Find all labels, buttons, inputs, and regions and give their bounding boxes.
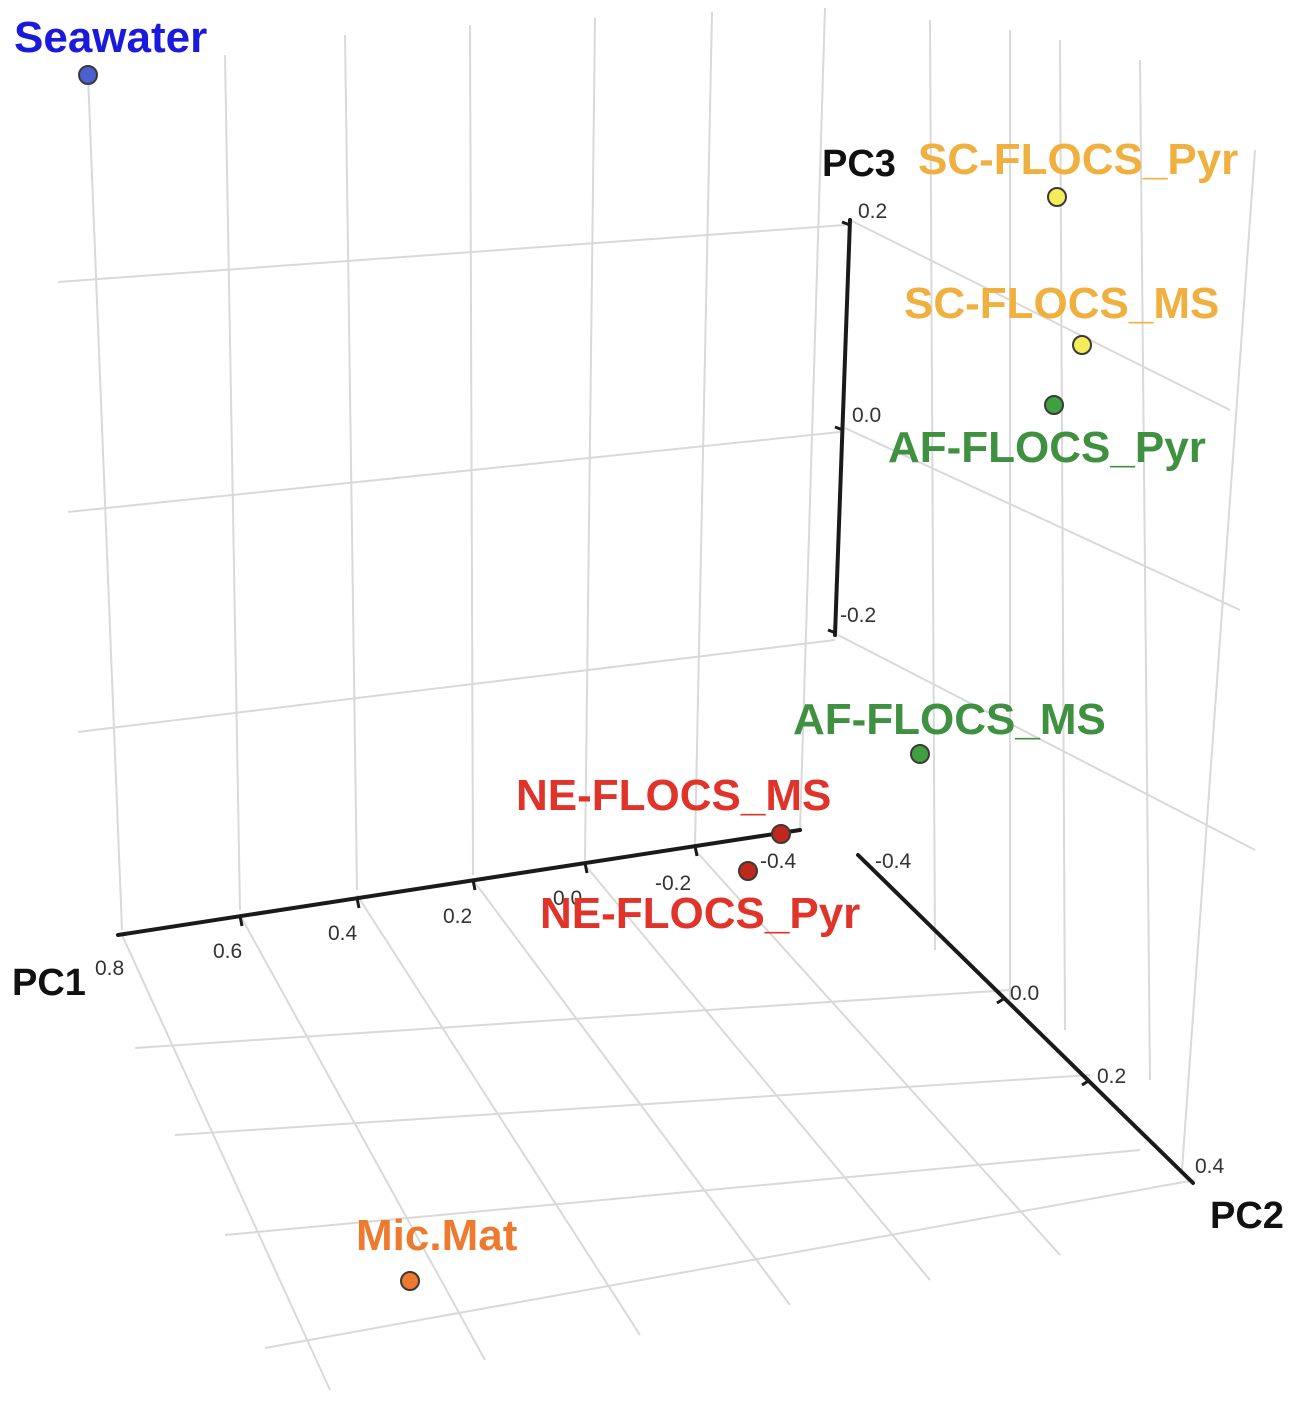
point-af-flocs-pyr	[1044, 395, 1064, 415]
point-sc-flocs-pyr	[1047, 187, 1067, 207]
point-mic-mat	[400, 1271, 420, 1291]
label-sc-flocs-pyr: SC-FLOCS_Pyr	[918, 135, 1238, 184]
pc3-axis-title: PC3	[822, 143, 896, 185]
label-mic-mat: Mic.Mat	[356, 1211, 518, 1260]
pc1-axis-line	[116, 828, 802, 937]
pc2-tick: 0.0	[1010, 982, 1039, 1005]
data-points	[78, 65, 1092, 1291]
label-ne-flocs-pyr: NE-FLOCS_Pyr	[540, 889, 860, 938]
grid-side-wall	[837, 19, 1256, 1171]
pc3-tick: 0.0	[852, 404, 881, 427]
label-af-flocs-ms: AF-FLOCS_MS	[793, 695, 1106, 744]
pc1-tick: 0.8	[95, 957, 124, 980]
label-seawater: Seawater	[14, 13, 207, 62]
pc1-axis-title: PC1	[12, 962, 86, 1004]
grid-floor	[121, 849, 1196, 1391]
pc2-axis-line	[856, 853, 1195, 1185]
label-af-flocs-pyr: AF-FLOCS_Pyr	[888, 423, 1206, 472]
pc2-tick: -0.4	[875, 850, 912, 873]
pc2-ticks: -0.4 0.0 0.2 0.4	[875, 850, 1225, 1178]
point-labels: Seawater SC-FLOCS_Pyr SC-FLOCS_MS AF-FLO…	[14, 13, 1238, 1260]
pc3-tick: 0.2	[858, 200, 887, 223]
pc2-tick: 0.2	[1097, 1065, 1126, 1088]
point-ne-flocs-pyr	[738, 861, 758, 881]
label-ne-flocs-ms: NE-FLOCS_MS	[516, 771, 831, 820]
pc3-tick: -0.2	[840, 604, 876, 627]
pc2-tick: 0.4	[1195, 1155, 1225, 1178]
grid-back-wall	[57, 7, 846, 931]
point-sc-flocs-ms	[1072, 335, 1092, 355]
pc3-ticks: 0.2 0.0 -0.2	[840, 200, 887, 627]
pc1-tick: 0.2	[443, 905, 472, 928]
point-seawater	[78, 65, 98, 85]
pc1-ticks: 0.8 0.6 0.4 0.2 0.0 -0.2 -0.4	[95, 850, 797, 980]
point-ne-flocs-ms	[771, 824, 791, 844]
pc1-tick: -0.4	[760, 850, 797, 873]
pc1-tick: 0.4	[328, 922, 358, 945]
label-sc-flocs-ms: SC-FLOCS_MS	[904, 279, 1219, 328]
pc1-tick: -0.2	[655, 872, 691, 895]
pc1-tick: 0.6	[213, 940, 242, 963]
pc3-axis-line	[833, 218, 852, 637]
pc1-tick: 0.0	[553, 887, 582, 910]
point-af-flocs-ms	[910, 744, 930, 764]
tick-marks	[238, 220, 1091, 1087]
pc2-axis-title: PC2	[1210, 1195, 1284, 1237]
